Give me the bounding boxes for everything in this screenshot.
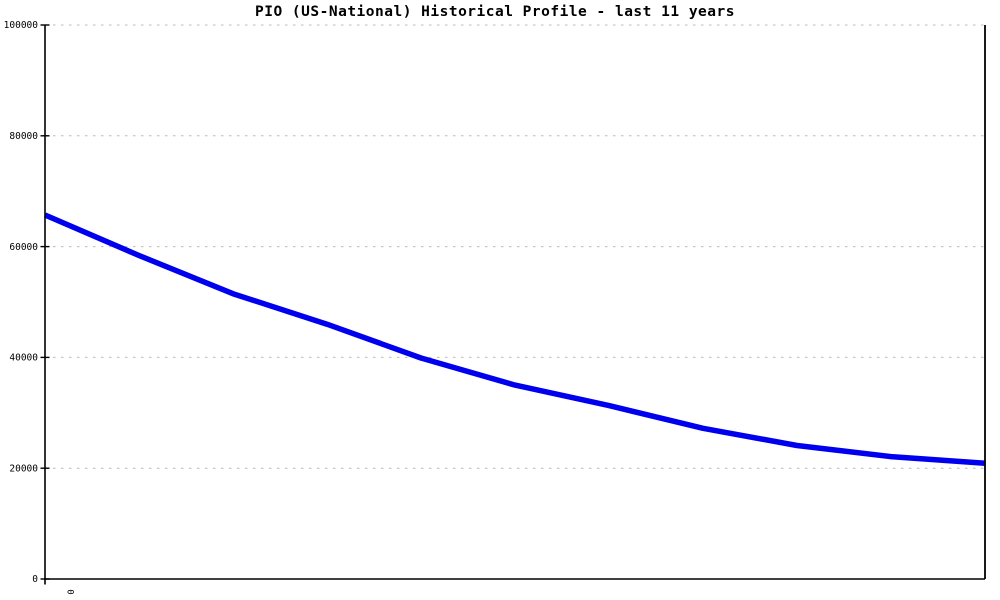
y-tick-label: 100000 xyxy=(4,20,39,31)
y-tick-label: 20000 xyxy=(9,463,38,474)
gridlines xyxy=(45,24,985,469)
data-series-line xyxy=(43,212,986,466)
y-tick-label: 0 xyxy=(32,574,38,585)
x-tick-label: 0 xyxy=(65,589,75,594)
series-lines xyxy=(43,212,986,466)
y-axis-ticks: 0 20000 40000 60000 80000 100000 xyxy=(4,20,50,585)
x-axis-ticks: 0 xyxy=(65,589,75,594)
axes xyxy=(44,25,986,585)
chart-title: PIO (US-National) Historical Profile - l… xyxy=(255,4,735,20)
y-tick-label: 60000 xyxy=(9,242,38,253)
y-tick-label: 40000 xyxy=(9,353,38,364)
y-tick-label: 80000 xyxy=(9,131,38,142)
